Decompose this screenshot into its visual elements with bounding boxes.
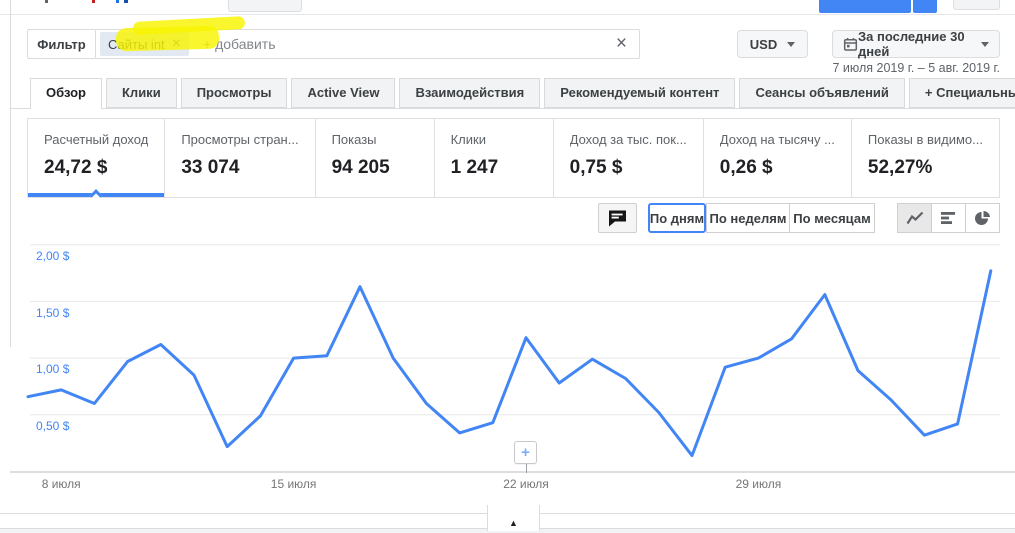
x-tick-label: 22 июля: [503, 477, 549, 491]
tabs-underline: [10, 108, 1015, 109]
cutoff-text-remnant: [116, 0, 119, 3]
tab-views[interactable]: Просмотры: [180, 78, 288, 108]
tab-ad-sessions[interactable]: Сеансы объявлений: [739, 78, 905, 108]
bar-chart-icon: [940, 210, 957, 226]
tab-custom[interactable]: + Специальные: [908, 78, 1015, 108]
metric-rpm[interactable]: Доход на тысячу ... 0,26 $: [704, 119, 852, 197]
metric-label: Доход за тыс. пок...: [569, 132, 687, 147]
chart-type-bar-button[interactable]: [931, 203, 966, 233]
granularity-by-week[interactable]: По неделям: [706, 203, 790, 233]
footer-border: [540, 528, 1015, 529]
metric-rpm-impressions[interactable]: Доход за тыс. пок... 0,75 $: [554, 119, 704, 197]
tab-clicks[interactable]: Клики: [106, 78, 177, 108]
y-tick-label: 1,00 $: [36, 362, 70, 376]
cutoff-primary-button-dropdown[interactable]: [913, 0, 937, 13]
cutoff-secondary-button[interactable]: [953, 0, 1000, 10]
x-tick-label: 8 июля: [41, 477, 81, 491]
metric-value: 33 074: [181, 157, 240, 178]
metric-page-views[interactable]: Просмотры стран... 33 074: [165, 119, 316, 197]
y-tick-label: 0,50 $: [36, 419, 70, 433]
metric-estimated-earnings[interactable]: Расчетный доход 24,72 $: [28, 119, 166, 202]
chevron-down-icon: [787, 41, 796, 47]
top-divider: [0, 14, 1015, 15]
metric-label: Расчетный доход: [44, 132, 149, 147]
x-tick-label: 15 июля: [270, 477, 317, 491]
filter-label: Фильтр: [28, 30, 96, 58]
cutoff-toolbar-button[interactable]: [228, 0, 302, 12]
cutoff-text-remnant: [92, 0, 95, 3]
metric-value: 1 247: [450, 157, 499, 178]
line-chart-icon: [906, 210, 924, 226]
currency-selector[interactable]: USD: [737, 30, 808, 58]
chart-bottom-border: [540, 513, 1015, 514]
footer-strip: [0, 529, 1015, 533]
metric-impressions[interactable]: Показы 94 205: [316, 119, 435, 197]
tab-recommended-content[interactable]: Рекомендуемый контент: [544, 78, 736, 108]
y-tick-label: 1,50 $: [36, 306, 70, 320]
comment-icon: [607, 209, 628, 228]
metric-label: Показы: [331, 132, 377, 147]
metric-label: Показы в видимо...: [867, 132, 983, 147]
metric-label: Доход на тысячу ...: [719, 132, 835, 147]
annotation-add-button[interactable]: +: [514, 441, 537, 464]
chevron-down-icon: [981, 41, 989, 47]
y-tick-label: 2,00 $: [36, 249, 70, 263]
active-metric-caret: [89, 189, 103, 202]
metric-label: Просмотры стран...: [181, 132, 299, 147]
pie-chart-icon: [974, 210, 991, 227]
highlighter-redaction: [115, 25, 220, 52]
metric-value: 0,75 $: [569, 157, 623, 178]
date-range-text: 7 июля 2019 г. – 5 авг. 2019 г.: [832, 61, 1000, 75]
x-tick-label: 29 июля: [735, 477, 782, 491]
up-arrow-icon: ▲: [509, 518, 518, 528]
granularity-by-month[interactable]: По месяцам: [789, 203, 875, 233]
tab-overview[interactable]: Обзор: [30, 78, 102, 109]
revenue-line: [26, 269, 993, 458]
filter-add-input[interactable]: + добавить: [203, 36, 276, 52]
metric-cards: Расчетный доход 24,72 $ Просмотры стран.…: [27, 118, 1000, 202]
annotation-marker-line: [526, 464, 527, 473]
earnings-chart[interactable]: [0, 238, 1015, 478]
date-range-selector[interactable]: За последние 30 дней: [832, 29, 1000, 59]
filter-clear-icon[interactable]: ×: [615, 33, 627, 54]
tab-interactions[interactable]: Взаимодействия: [399, 78, 541, 108]
footer-border: [0, 528, 487, 529]
chart-type-line-button[interactable]: [897, 203, 932, 233]
chart-bottom-border: [0, 513, 487, 514]
date-range-label: За последние 30 дней: [858, 29, 965, 59]
cutoff-text-remnant: [45, 0, 48, 3]
calendar-icon: [843, 37, 858, 52]
metric-value: 24,72 $: [44, 157, 108, 178]
tab-active-view[interactable]: Active View: [291, 78, 396, 108]
cutoff-text-remnant: [124, 0, 128, 3]
metric-value: 0,26 $: [719, 157, 773, 178]
metric-value: 94 205: [331, 157, 390, 178]
metric-value: 52,27%: [867, 157, 933, 178]
cutoff-primary-button[interactable]: [819, 0, 911, 13]
metric-label: Клики: [450, 132, 486, 147]
collapse-panel-button[interactable]: ▲: [487, 505, 540, 531]
metric-viewability[interactable]: Показы в видимо... 52,27%: [852, 119, 999, 197]
report-tabs: Обзор Клики Просмотры Active View Взаимо…: [30, 78, 1015, 109]
metric-clicks[interactable]: Клики 1 247: [435, 119, 554, 197]
chart-type-pie-button[interactable]: [965, 203, 1000, 233]
annotations-button[interactable]: [598, 203, 637, 233]
content-left-edge: [10, 0, 11, 347]
granularity-by-day[interactable]: По дням: [648, 203, 706, 233]
currency-value: USD: [749, 36, 778, 52]
